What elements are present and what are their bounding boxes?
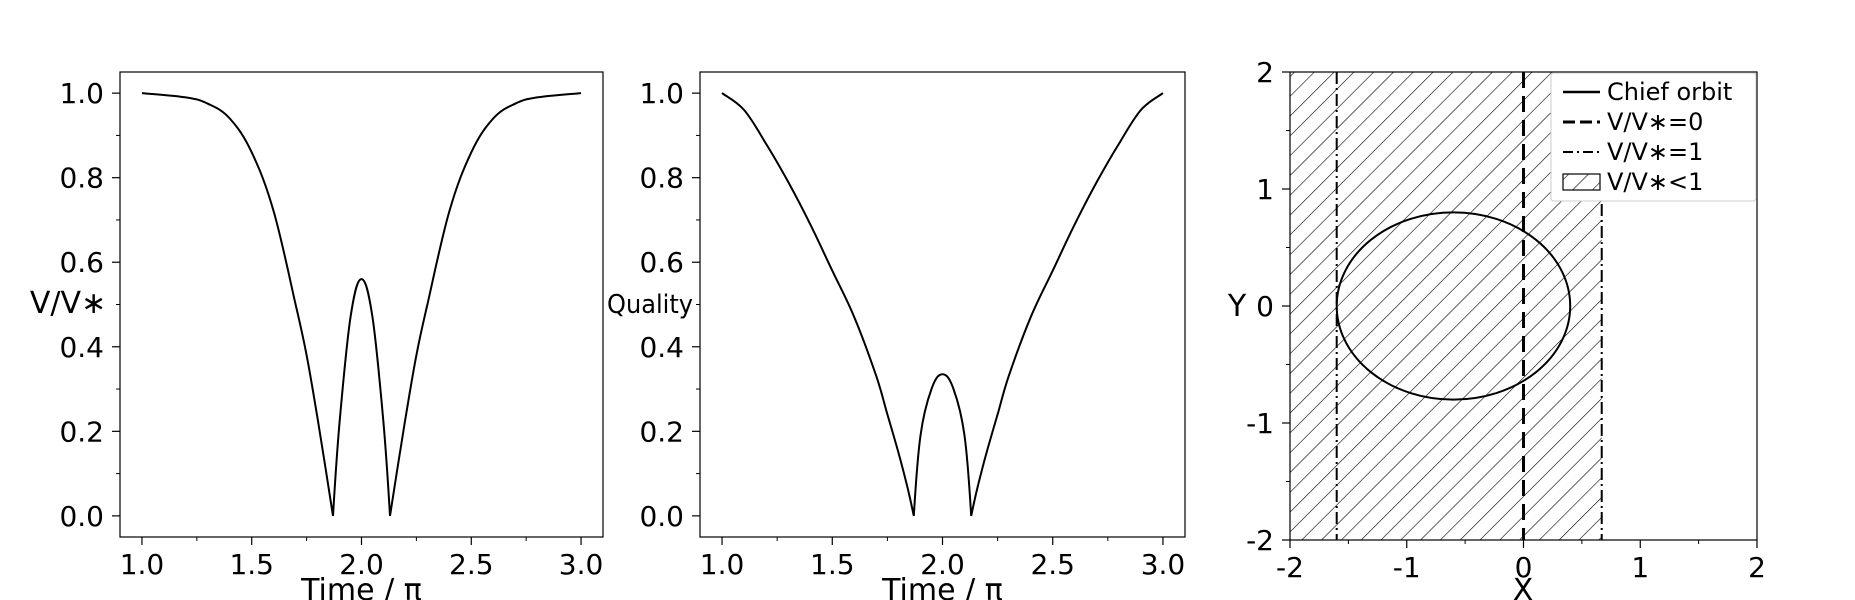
x-tick-label: 2.5 [449,548,494,581]
x-axis-label: Time / π [881,573,1003,600]
x-tick-label: 1.5 [810,548,855,581]
x-tick-label: 1.0 [700,548,745,581]
plot-frame [699,71,1186,538]
x-tick-label: 1 [1631,551,1649,584]
y-tick-label: 0.6 [639,246,684,279]
legend-label: Chief orbit [1607,78,1732,106]
x-axis-label: Time / π [300,573,422,600]
x-tick-label: 2.5 [1030,548,1075,581]
y-tick-label: -2 [1246,524,1274,557]
x-axis-label: X [1513,573,1534,600]
ticks: 1.0 1.5 2.0 2.5 3.0 0.0 0.2 0.4 0.6 0.8 1.0 [639,77,1185,581]
panel-visibility: 1.0 1.5 2.0 2.5 3.0 0.0 0.2 0.4 0.6 0.8 1.0 Time /… [30,71,604,600]
quality-curve [721,92,1164,517]
y-tick-label: 0.8 [639,162,684,195]
y-tick-label: 0.4 [639,331,684,364]
x-tick-label: -1 [1393,551,1421,584]
x-tick-label: 2.0 [339,548,384,581]
ticks: 1.0 1.5 2.0 2.5 3.0 0.0 0.2 0.4 0.6 0.8 1.0 [59,77,603,581]
y-tick-label: 0 [1256,290,1274,323]
visibility-curve [141,92,582,517]
y-tick-label: 0.6 [59,246,104,279]
y-tick-label: 0.0 [59,500,104,533]
y-tick-label: 0.8 [59,162,104,195]
y-tick-label: 1.0 [59,77,104,110]
legend-box [1550,72,1757,202]
legend-label: V/V∗=0 [1607,108,1703,136]
x-tick-label: 1.0 [120,548,165,581]
ticks: -2 -1 0 1 2 -2 -1 0 1 2 [1246,56,1766,584]
x-tick-label: -2 [1276,551,1304,584]
y-tick-label: 0.4 [59,331,104,364]
y-tick-label: 1 [1256,173,1274,206]
y-axis-label: Quality [607,290,693,320]
plot-frame [119,71,604,538]
y-tick-label: 2 [1256,56,1274,89]
y-axis-label: Y [1227,289,1247,324]
x-tick-label: 1.5 [229,548,274,581]
legend-label: V/V∗<1 [1607,168,1703,196]
y-tick-label: 0.2 [639,415,684,448]
y-tick-label: 1.0 [639,77,684,110]
x-tick-label: 2 [1748,551,1766,584]
hatched-region [1290,72,1602,540]
y-tick-label: 0.2 [59,415,104,448]
x-tick-label: 3.0 [1141,548,1186,581]
legend: Chief orbit V/V∗=0 V/V∗=1 V/V∗<1 [1550,72,1757,202]
y-axis-label: V/V∗ [30,286,106,321]
x-tick-label: 3.0 [559,548,604,581]
chief-orbit-ellipse [1335,211,1572,401]
panel-orbit: -2 -1 0 1 2 -2 -1 0 1 2 X Y Chief orbit V/V∗=0 V/… [1227,56,1766,600]
panel-quality: 1.0 1.5 2.0 2.5 3.0 0.0 0.2 0.4 0.6 0.8 1.0 Time /… [607,71,1186,600]
x-tick-label: 2.0 [920,548,965,581]
x-tick-label: 0 [1515,551,1533,584]
legend-label: V/V∗=1 [1607,138,1703,166]
legend-swatch-hatch [1562,173,1601,191]
y-tick-label: -1 [1246,407,1274,440]
y-tick-label: 0.0 [639,500,684,533]
